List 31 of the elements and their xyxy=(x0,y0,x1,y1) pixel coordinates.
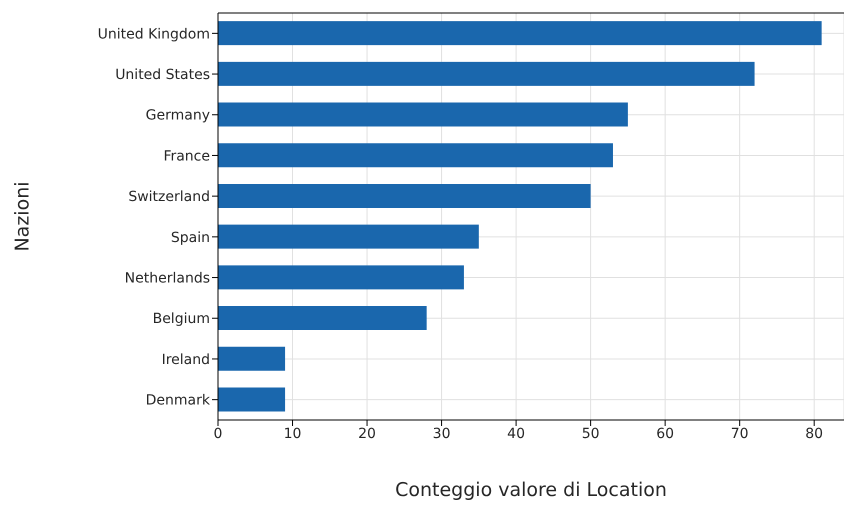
x-tick-label: 10 xyxy=(284,426,302,442)
x-tick-label: 30 xyxy=(432,426,450,442)
bar xyxy=(218,265,464,290)
x-tick-label: 60 xyxy=(656,426,674,442)
y-axis-title: Nazioni xyxy=(12,181,34,252)
y-tick-label: Belgium xyxy=(152,311,210,328)
y-tick-label: Ireland xyxy=(162,352,210,368)
x-tick-label: 80 xyxy=(805,426,824,442)
bar xyxy=(218,62,755,86)
y-tick-label: Spain xyxy=(170,230,210,246)
y-tick-label: France xyxy=(163,148,210,164)
x-tick-label: 50 xyxy=(582,426,600,442)
y-tick-label: Switzerland xyxy=(128,189,210,206)
bar xyxy=(218,346,286,371)
bar xyxy=(218,184,591,208)
y-tick-label: Germany xyxy=(146,108,210,124)
bar xyxy=(218,224,479,249)
bar xyxy=(218,102,628,127)
y-tick-label: Denmark xyxy=(146,392,211,409)
y-tick-label: United Kingdom xyxy=(98,26,210,42)
x-tick-label: 20 xyxy=(358,426,376,442)
bar xyxy=(218,143,613,168)
y-tick-label: United States xyxy=(115,67,210,84)
x-tick-label: 70 xyxy=(730,426,749,442)
y-tick-label: Netherlands xyxy=(124,270,210,287)
bar xyxy=(218,387,286,412)
bar xyxy=(218,306,427,330)
x-tick-label: 40 xyxy=(507,426,526,442)
x-tick-label: 0 xyxy=(214,426,222,442)
bar xyxy=(218,21,822,46)
x-axis-title: Conteggio valore di Location xyxy=(395,479,667,501)
